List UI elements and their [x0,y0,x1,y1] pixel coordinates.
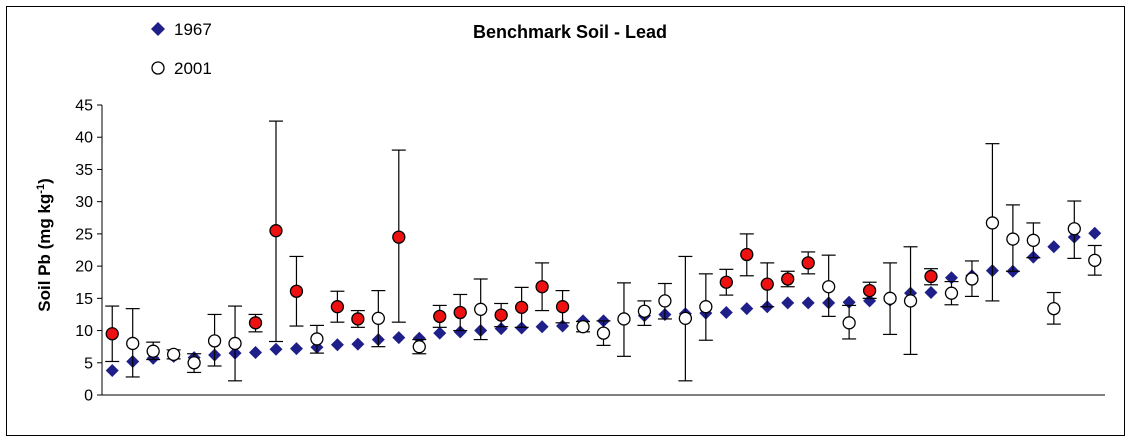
data-point-2001 [516,301,528,313]
y-ticks: 0 5 10 15 20 25 30 35 40 45 [75,98,102,405]
data-point-2001 [495,309,507,321]
data-point-2001 [127,337,139,349]
data-point-2001 [557,301,569,313]
data-point-2001 [741,249,753,261]
y-axis-label-main: Soil Pb (mg kg [35,194,54,312]
data-point-2001 [966,273,978,285]
y-tick-label: 10 [75,323,93,340]
y-tick-label: 40 [75,130,93,147]
y-axis-label-close: ) [35,178,54,184]
data-point-2001 [454,307,466,319]
data-point-1967 [781,296,794,309]
data-point-1967 [433,327,446,340]
data-point-1967 [249,346,262,359]
data-point-2001 [618,313,630,325]
data-point-1967 [740,302,753,315]
data-point-2001 [782,273,794,285]
y-tick-label: 30 [75,194,93,211]
data-point-2001 [106,328,118,340]
data-point-2001 [147,345,159,357]
data-point-2001 [188,357,200,369]
legend-label-2001: 2001 [174,59,212,78]
data-point-2001 [802,257,814,269]
data-point-1967 [536,320,549,333]
data-point-1967 [106,364,119,377]
data-point-1967 [351,338,364,351]
data-point-2001 [700,301,712,313]
data-point-2001 [679,312,691,324]
legend-label-1967: 1967 [174,20,212,39]
data-point-2001 [1048,303,1060,315]
data-point-2001 [311,333,323,345]
data-point-2001 [393,231,405,243]
y-tick-label: 15 [75,291,93,308]
y-tick-label: 45 [75,98,93,115]
data-point-2001 [331,301,343,313]
y-tick-label: 0 [84,388,93,405]
data-point-1967 [925,286,938,299]
data-point-2001 [229,337,241,349]
legend-marker-1967 [151,22,165,36]
data-point-2001 [659,295,671,307]
data-point-2001 [536,281,548,293]
data-point-2001 [638,305,650,317]
data-point-1967 [269,343,282,356]
data-point-1967 [331,338,344,351]
data-point-1967 [392,331,405,344]
data-point-2001 [413,341,425,353]
data-point-2001 [864,285,876,297]
data-point-2001 [475,303,487,315]
data-point-2001 [761,278,773,290]
data-point-2001 [986,217,998,229]
y-tick-label: 20 [75,259,93,276]
data-point-2001 [1027,234,1039,246]
data-point-2001 [884,292,896,304]
y-tick-label: 25 [75,226,93,243]
data-point-2001 [372,312,384,324]
data-point-2001 [577,321,589,333]
data-point-2001 [945,287,957,299]
data-point-2001 [925,270,937,282]
data-point-2001 [1007,233,1019,245]
data-point-2001 [720,276,732,288]
data-point-1967 [1047,240,1060,253]
data-point-2001 [250,317,262,329]
data-point-2001 [1068,223,1080,235]
chart-title: Benchmark Soil - Lead [473,22,667,42]
data-point-2001 [290,285,302,297]
data-point-2001 [843,317,855,329]
data-point-2001 [168,348,180,360]
y-axis-label-sup: -1 [35,184,47,194]
data-point-1967 [290,342,303,355]
data-point-2001 [352,313,364,325]
data-point-2001 [209,335,221,347]
legend-marker-2001 [152,62,164,74]
y-tick-label: 35 [75,162,93,179]
data-point-2001 [905,295,917,307]
y-tick-label: 5 [84,355,93,372]
data-point-1967 [1088,227,1101,240]
y-axis-label: Soil Pb (mg kg-1) [35,178,54,312]
data-point-2001 [270,225,282,237]
data-point-2001 [598,327,610,339]
legend: 1967 2001 [151,20,212,78]
data-point-1967 [802,296,815,309]
data-point-2001 [1089,254,1101,266]
data-point-2001 [434,310,446,322]
series-2001 [105,121,1102,381]
data-point-1967 [720,306,733,319]
data-point-2001 [823,281,835,293]
